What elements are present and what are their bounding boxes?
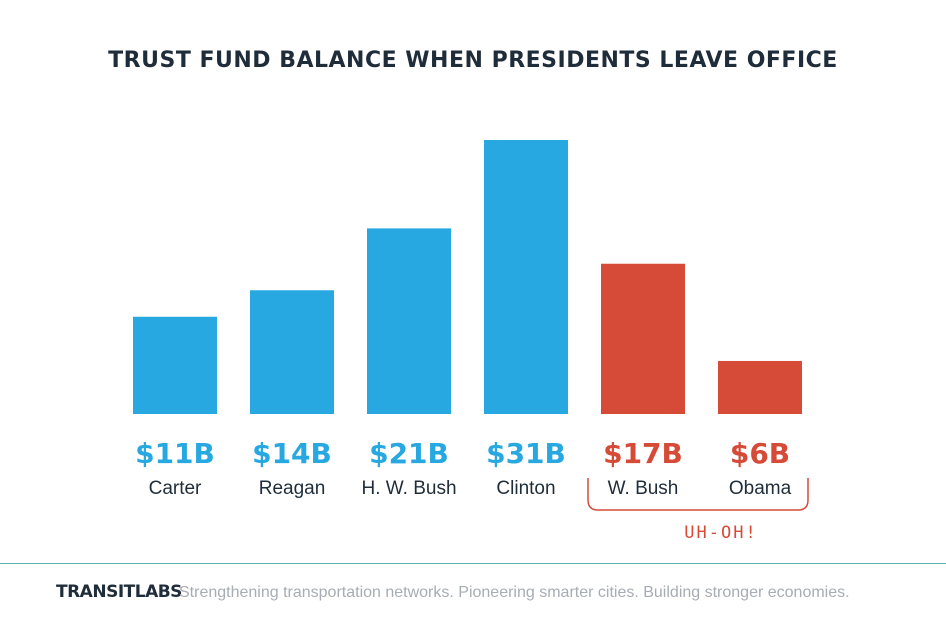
- footer-divider: [0, 563, 946, 564]
- annotation-text: UH-OH!: [684, 523, 757, 543]
- category-label: Carter: [149, 478, 202, 499]
- chart-title: TRUST FUND BALANCE WHEN PRESIDENTS LEAVE…: [108, 48, 838, 73]
- footer-tagline: Strengthening transportation networks. P…: [179, 584, 850, 601]
- category-label: W. Bush: [608, 478, 679, 499]
- value-label: $17B: [603, 437, 683, 470]
- category-label: Clinton: [496, 478, 555, 499]
- bar-h-w-bush: [367, 228, 451, 414]
- annotation-bracket: [587, 478, 809, 511]
- bar-carter: [133, 316, 217, 414]
- bar-reagan: [250, 290, 334, 414]
- value-label: $14B: [252, 437, 332, 470]
- brand-logo: TRANSITLABS: [56, 582, 182, 602]
- value-label: $6B: [730, 437, 790, 470]
- value-label: $21B: [369, 437, 449, 470]
- value-label: $31B: [486, 437, 566, 470]
- bar-chart: $11B Carter $14B Reagan $21B H. W. Bush $31B Cl…: [133, 140, 809, 543]
- category-label: Reagan: [259, 478, 326, 499]
- category-label: Obama: [729, 478, 792, 499]
- value-label: $11B: [135, 437, 215, 470]
- bar-clinton: [484, 140, 568, 414]
- category-label: H. W. Bush: [361, 478, 456, 499]
- bar-obama: [718, 360, 802, 414]
- bar-w-bush: [601, 263, 685, 414]
